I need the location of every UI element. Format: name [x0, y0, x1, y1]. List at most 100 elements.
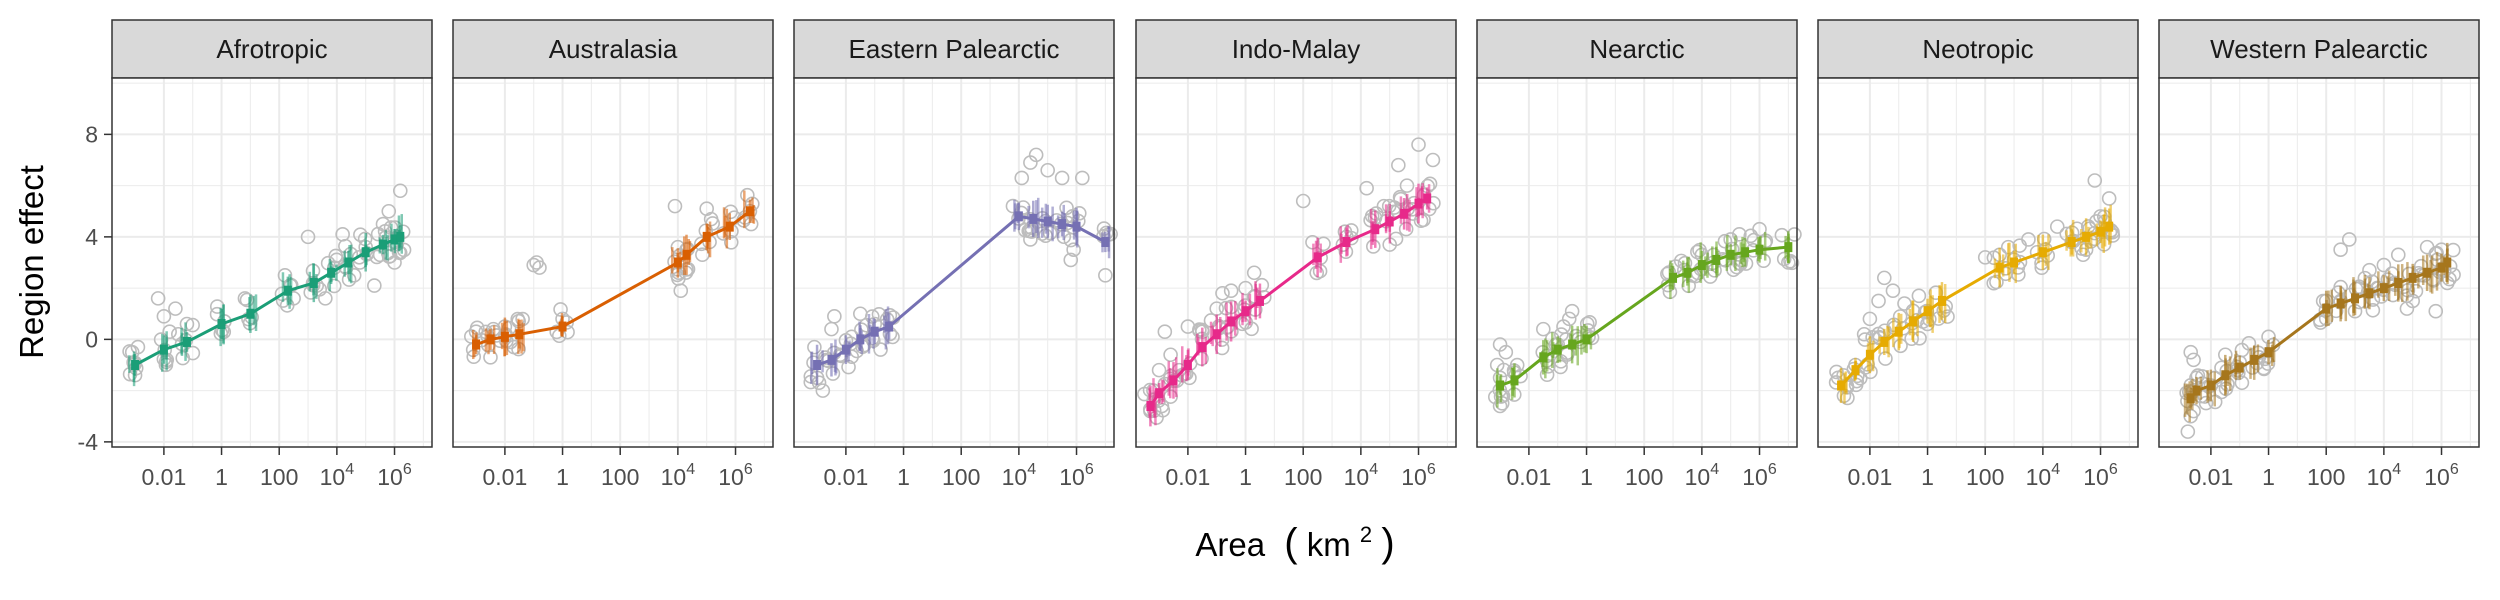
fit-points	[1496, 242, 1793, 391]
raw-point	[1829, 364, 1844, 380]
raw-point	[1163, 347, 1178, 363]
panel-border	[1476, 77, 1798, 448]
raw-point	[529, 255, 544, 270]
raw-point	[2049, 219, 2065, 234]
facet-strip	[452, 19, 774, 79]
fit-point	[1726, 249, 1735, 260]
x-tick-label-exponent: 6	[2450, 461, 2459, 478]
raw-point	[381, 203, 397, 219]
x-tick-label: 100	[601, 464, 639, 490]
raw-point	[1911, 288, 1927, 304]
fit-point	[396, 231, 405, 242]
raw-point	[300, 229, 316, 245]
x-tick-label: 104	[661, 461, 696, 490]
fit-point	[1385, 216, 1394, 227]
raw-point	[2365, 302, 2381, 318]
fit-point	[2206, 380, 2215, 391]
fit-point	[2186, 393, 2195, 404]
fit-point	[870, 326, 879, 337]
fit-point	[486, 334, 495, 345]
x-tick-label: 0.01	[1507, 464, 1552, 490]
facet-strip-label: Eastern Palearctic	[849, 34, 1060, 64]
fit-point	[702, 231, 711, 242]
raw-point	[827, 309, 842, 324]
raw-point	[130, 339, 146, 355]
facet-strip-label: Neotropic	[1922, 34, 2033, 64]
raw-point	[2012, 238, 2027, 253]
raw-point	[2011, 267, 2026, 282]
fit-point	[2351, 293, 2360, 304]
fit-point	[1539, 352, 1548, 363]
x-tick-label-base: 10	[1742, 464, 1768, 490]
fit-points	[131, 231, 405, 370]
x-tick-label: 104	[320, 461, 355, 490]
x-tick-label-base: 10	[320, 464, 346, 490]
raw-point	[807, 339, 822, 355]
fit-point	[745, 206, 754, 217]
fit-line	[475, 210, 751, 346]
fit-point	[1995, 262, 2004, 273]
raw-point	[1066, 242, 1081, 257]
x-tick-label: 0.01	[142, 464, 187, 490]
raw-point	[2101, 191, 2117, 206]
fit-point	[673, 257, 682, 268]
raw-point	[1425, 152, 1441, 168]
fit-point	[1669, 272, 1678, 283]
raw-point	[1238, 280, 1253, 296]
fit-point	[2408, 272, 2417, 283]
x-tick-label-base: 10	[1685, 464, 1711, 490]
fit-point	[1880, 336, 1889, 347]
raw-point	[1343, 223, 1359, 238]
raw-point	[1871, 293, 1886, 309]
panel-background	[1136, 78, 1456, 447]
raw-point	[346, 268, 362, 283]
x-tick-label: 104	[2026, 461, 2061, 490]
raw-point	[1857, 332, 1873, 347]
x-tick-label: 0.01	[483, 464, 528, 490]
fit-point	[1072, 221, 1081, 232]
x-tick-label-base: 10	[718, 464, 744, 490]
x-tick-label: 1	[2262, 464, 2275, 490]
fit-point	[2221, 370, 2230, 381]
fit-point	[2437, 262, 2446, 273]
panel-background	[112, 78, 432, 447]
raw-point	[2183, 344, 2199, 360]
raw-point	[2341, 232, 2357, 247]
fit-point	[856, 334, 865, 345]
raw-point	[1151, 362, 1167, 378]
raw-point	[1732, 227, 1747, 242]
x-tick-label: 106	[1059, 461, 1094, 490]
fit-point	[1241, 306, 1250, 317]
facet-panel-indo-malay: Indo-Malay	[1135, 19, 1457, 448]
raw-point	[326, 278, 342, 294]
fit-point	[1423, 193, 1432, 204]
fit-point	[1227, 316, 1236, 327]
fit-point	[1582, 334, 1591, 345]
fit-point	[1371, 224, 1380, 235]
fit-point	[1568, 339, 1577, 350]
raw-point	[150, 291, 166, 306]
x-tick-label-exponent: 4	[345, 461, 354, 478]
fit-point	[2250, 354, 2259, 365]
fit-point	[1058, 219, 1067, 230]
raw-point	[1690, 244, 1705, 260]
x-tick-label-exponent: 4	[686, 461, 695, 478]
x-tick-label-base: 10	[2367, 464, 2393, 490]
x-tick-label-base: 1	[1580, 464, 1593, 490]
x-tick-label: 1	[1921, 464, 1934, 490]
y-axis: -4 0 4 8	[78, 121, 112, 455]
x-tick-label: 1	[1239, 464, 1252, 490]
panel-border	[1817, 77, 2139, 448]
raw-point	[1074, 170, 1090, 186]
x-tick-label-base: 1	[215, 464, 228, 490]
raw-point	[1054, 170, 1070, 186]
x-tick-label-base: 0.01	[483, 464, 528, 490]
x-tick-label-base: 0.01	[1507, 464, 1552, 490]
fit-point	[1414, 198, 1423, 209]
facet-strip-label: Australasia	[549, 34, 678, 64]
x-tick-label-base: 1	[556, 464, 569, 490]
fit-point	[1865, 349, 1874, 360]
raw-point	[1536, 321, 1551, 337]
panel-border	[111, 77, 433, 448]
gridlines	[2159, 78, 2479, 447]
